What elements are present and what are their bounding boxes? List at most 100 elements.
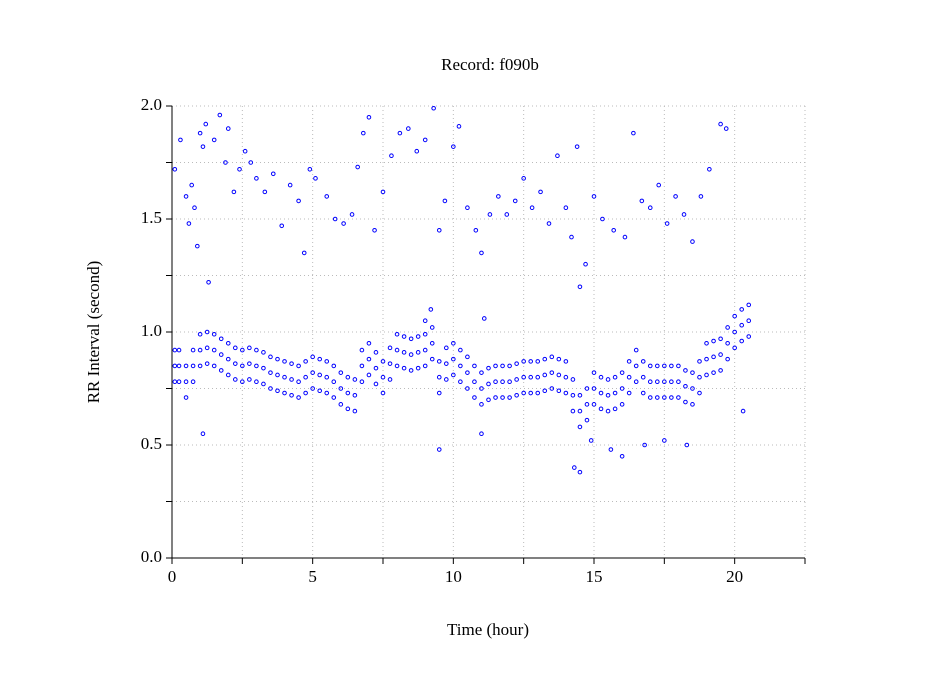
- point: [231, 189, 237, 195]
- point: [574, 144, 580, 149]
- point: [233, 377, 238, 382]
- point: [380, 189, 386, 195]
- x-tick-label: 20: [726, 567, 743, 586]
- point: [172, 379, 178, 385]
- point: [176, 363, 182, 369]
- point: [611, 228, 616, 233]
- point: [698, 194, 704, 199]
- point: [451, 144, 456, 149]
- point: [740, 408, 746, 414]
- point: [569, 234, 574, 240]
- point: [591, 386, 597, 391]
- point: [718, 368, 723, 373]
- point: [472, 363, 477, 369]
- point: [690, 239, 695, 244]
- point: [697, 374, 702, 380]
- point: [626, 390, 632, 396]
- point: [619, 370, 625, 375]
- point: [690, 370, 695, 375]
- point: [619, 454, 625, 459]
- point: [640, 359, 646, 364]
- point: [493, 395, 498, 400]
- point: [401, 350, 407, 355]
- point: [555, 153, 560, 159]
- point: [310, 354, 315, 360]
- point: [456, 124, 462, 129]
- point: [739, 307, 745, 312]
- point: [366, 115, 372, 120]
- point: [261, 350, 266, 355]
- point: [472, 395, 477, 400]
- point: [683, 368, 688, 373]
- point: [500, 395, 505, 400]
- point: [282, 374, 287, 380]
- point: [676, 363, 681, 369]
- point: [690, 386, 695, 391]
- point: [223, 160, 228, 165]
- point: [711, 370, 716, 375]
- point: [324, 390, 330, 396]
- point: [436, 359, 442, 364]
- point: [206, 279, 211, 285]
- point: [584, 402, 590, 407]
- point: [373, 365, 379, 371]
- point: [332, 216, 338, 222]
- point: [178, 137, 183, 143]
- point: [422, 331, 428, 337]
- point: [192, 205, 197, 210]
- point: [366, 356, 372, 362]
- point: [612, 374, 618, 380]
- point: [442, 198, 448, 204]
- point: [577, 392, 583, 398]
- point: [451, 341, 456, 346]
- point: [605, 392, 611, 398]
- point: [662, 395, 667, 400]
- point: [479, 402, 484, 407]
- point: [704, 356, 709, 362]
- point: [282, 390, 287, 396]
- point: [676, 395, 681, 400]
- point: [626, 374, 632, 380]
- point: [493, 363, 498, 369]
- point: [387, 361, 393, 366]
- point: [279, 223, 285, 229]
- point: [414, 148, 420, 154]
- point: [676, 379, 681, 385]
- point: [465, 354, 470, 360]
- point: [287, 182, 293, 188]
- point: [394, 347, 400, 353]
- point: [723, 126, 729, 131]
- point: [444, 345, 449, 351]
- point: [732, 329, 737, 335]
- point: [669, 379, 674, 385]
- point: [656, 182, 662, 188]
- point: [324, 359, 330, 364]
- point: [331, 395, 337, 400]
- point: [387, 345, 393, 351]
- point: [211, 363, 217, 369]
- point: [640, 374, 646, 380]
- point: [247, 377, 252, 382]
- point: [317, 356, 323, 362]
- point: [422, 137, 428, 143]
- point: [521, 359, 526, 364]
- point: [514, 392, 519, 398]
- point: [662, 363, 667, 369]
- point: [669, 363, 674, 369]
- point: [619, 386, 625, 391]
- point: [465, 205, 470, 210]
- point: [289, 361, 294, 366]
- point: [240, 347, 245, 353]
- point: [584, 386, 590, 391]
- point: [394, 363, 400, 369]
- point: [200, 144, 206, 149]
- point: [359, 363, 365, 369]
- point: [642, 442, 647, 448]
- point: [436, 374, 442, 380]
- point: [301, 250, 307, 256]
- point: [542, 388, 548, 394]
- point: [197, 331, 203, 337]
- point: [577, 408, 583, 414]
